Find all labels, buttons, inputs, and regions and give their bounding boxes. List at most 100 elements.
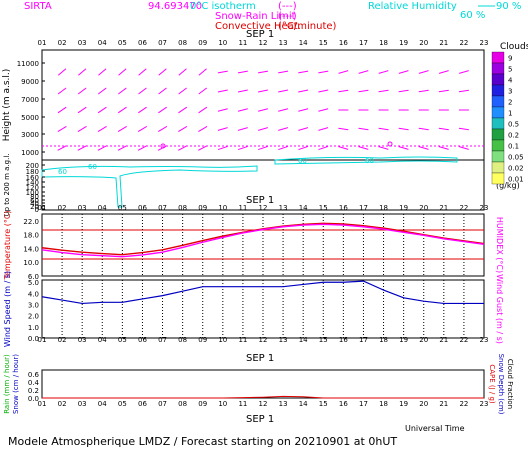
wind-barb-03-2: [77, 106, 87, 114]
hour-label-p4-14: 14: [299, 400, 308, 408]
wind-barb-15-3: [318, 127, 329, 131]
wind-barb-09-3: [198, 125, 208, 133]
wind-barb-09-4: [198, 145, 208, 151]
clouds-level-10: 0.02: [508, 165, 524, 173]
wind-barb-04-2: [97, 106, 107, 114]
wind-barb-22-1: [458, 89, 469, 93]
clouds-swatch-2: [491, 73, 505, 86]
height-ytick-11000-0: 11000: [17, 60, 39, 68]
hour-label-p3-05: 05: [118, 336, 127, 344]
hour-label-top-07: 07: [158, 39, 167, 47]
hour-label-top-01: 01: [38, 39, 47, 47]
hour-label-p2-04: 04: [98, 204, 107, 212]
wind-barb-21-3: [438, 127, 449, 131]
clouds-swatch-7: [491, 128, 505, 141]
wind-barb-06-3: [137, 125, 147, 133]
hour-label-p4-18: 18: [379, 400, 388, 408]
date-label-bottom: SEP 1: [246, 414, 274, 425]
hour-label-p3-23: 23: [480, 336, 489, 344]
hour-label-top-14: 14: [299, 39, 308, 47]
hour-label-p4-04: 04: [98, 400, 107, 408]
wind-barb-13-3: [278, 127, 289, 131]
height-ytick-160-8: 160: [26, 174, 39, 182]
hour-label-top-05: 05: [118, 39, 127, 47]
snowdepth-ylabel: Snow Depth (cm): [497, 354, 505, 415]
wind-barb-13-2: [278, 108, 289, 112]
precip-ytick-0.6: 0.6: [28, 371, 40, 379]
wind-barb-09-2: [198, 106, 208, 114]
wind-barb-15-1: [318, 89, 329, 93]
legend-paren-unit: (°C/minute): [278, 21, 337, 32]
wind-barb-08-0: [178, 68, 187, 76]
hour-label-p3-11: 11: [238, 336, 247, 344]
hour-label-p3-18: 18: [379, 336, 388, 344]
clouds-level-1: 5: [508, 66, 512, 74]
height-panel-frame: [41, 49, 485, 211]
wind-barb-17-1: [358, 89, 369, 93]
clouds-level-3: 3: [508, 88, 512, 96]
temp-ylabel: Temperature (°C): [3, 210, 12, 280]
hour-label-p2-07: 07: [158, 204, 167, 212]
hour-label-p3-01: 01: [38, 336, 47, 344]
wind-barb-22-3: [458, 127, 469, 131]
rh-contour-label-3: 60: [298, 157, 307, 165]
coords-label: 94.693470: [148, 1, 202, 12]
hour-label-p4-07: 07: [158, 400, 167, 408]
hour-label-p2-01: 01: [38, 204, 47, 212]
wind-barb-05-0: [118, 68, 127, 76]
hour-label-p4-08: 08: [178, 400, 187, 408]
height-ylabel: Height (m a.s.l.): [2, 69, 12, 142]
hour-label-p2-09: 09: [198, 204, 207, 212]
wind-barb-19-1: [398, 89, 409, 93]
hour-label-p2-19: 19: [399, 204, 408, 212]
wind-barb-03-4: [77, 145, 87, 151]
wind-barb-07-3: [158, 125, 168, 133]
hour-label-p3-20: 20: [419, 336, 428, 344]
legend-convective: Convective Heat.: [215, 21, 301, 32]
hour-label-top-09: 09: [198, 39, 207, 47]
wind-barb-22-0: [458, 70, 469, 74]
wind-barb-19-4: [398, 146, 409, 150]
clouds-level-4: 2: [508, 99, 512, 107]
clouds-level-9: 0.05: [508, 154, 524, 162]
wind-barb-05-1: [118, 87, 127, 95]
hour-label-top-15: 15: [319, 39, 328, 47]
height-ytick-1000-5: 1000: [21, 149, 39, 157]
wind-barb-02-0: [57, 68, 67, 76]
hour-label-p2-12: 12: [259, 204, 268, 212]
wind-barb-08-1: [178, 87, 187, 95]
wind-barb-10-2: [217, 108, 228, 112]
wind-barb-09-0: [198, 68, 207, 76]
height-ytick-180-7: 180: [26, 168, 39, 176]
hour-label-p3-19: 19: [399, 336, 408, 344]
hour-label-p3-08: 08: [178, 336, 187, 344]
hour-label-p3-02: 02: [58, 336, 67, 344]
precip-panel-frame: [41, 369, 485, 399]
wind-barb-10-0: [217, 70, 228, 74]
model-footer: Modele Atmospherique LMDZ / Forecast sta…: [8, 435, 397, 448]
rh-contour-label-1: 60: [58, 168, 67, 176]
hour-label-p3-10: 10: [218, 336, 227, 344]
wind-barb-15-2: [318, 108, 329, 112]
snow-ylabel: Snow (cm / hour): [12, 354, 20, 414]
rh-contour-right: [274, 156, 458, 165]
hour-label-p2-16: 16: [339, 204, 348, 212]
rain-ylabel: Rain (mm / hour): [3, 354, 11, 414]
hour-label-p4-21: 21: [439, 400, 448, 408]
wind-barb-12-3: [258, 127, 268, 131]
wind-barb-10-4: [217, 145, 228, 151]
hour-label-p3-22: 22: [459, 336, 468, 344]
wind-barb-10-3: [217, 127, 228, 131]
legend-rh-60: 60 %: [460, 10, 485, 21]
hour-label-p2-11: 11: [238, 204, 247, 212]
rh-contour-label-4: 60: [365, 157, 374, 165]
hour-label-p3-12: 12: [259, 336, 268, 344]
clouds-swatch-1: [491, 62, 505, 75]
hour-label-top-21: 21: [439, 39, 448, 47]
legend-rh: Relative Humidity: [368, 1, 457, 12]
hour-label-p4-09: 09: [198, 400, 207, 408]
wind-barb-12-4: [258, 145, 268, 151]
hour-label-p4-10: 10: [218, 400, 227, 408]
hour-label-p4-05: 05: [118, 400, 127, 408]
hour-label-p4-22: 22: [459, 400, 468, 408]
